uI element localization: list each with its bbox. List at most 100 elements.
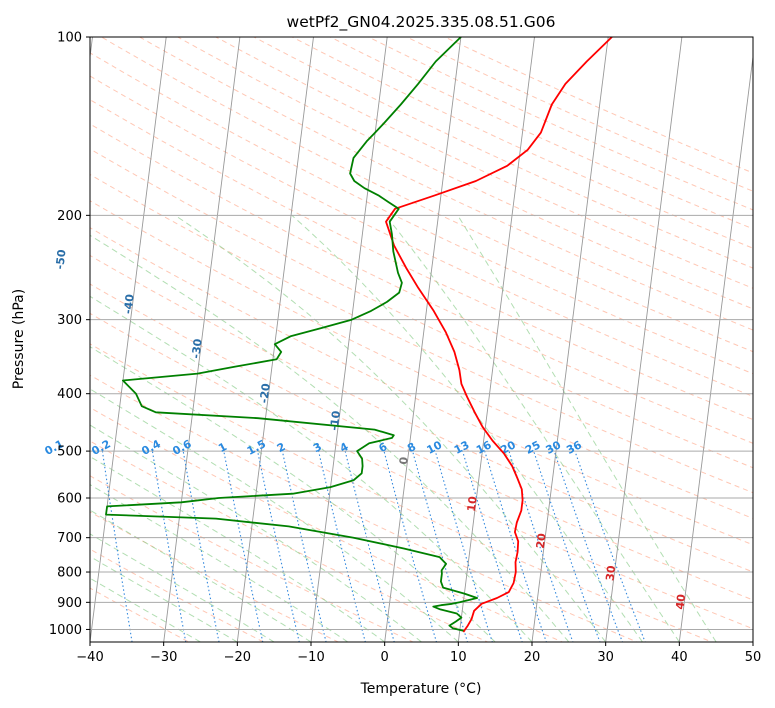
- moist-adiabat: [90, 509, 312, 642]
- y-tick-label: 300: [57, 313, 82, 328]
- isotherm-label: 40: [673, 593, 688, 610]
- moist-adiabat: [385, 214, 680, 642]
- y-tick-label: 900: [57, 596, 82, 611]
- mixing-ratio-line: [533, 450, 601, 642]
- y-axis-ticks: 100 200 300 400 500 600 700 800 900 1000: [49, 31, 90, 638]
- moist-adiabat: [90, 577, 201, 642]
- dry-adiabat: [90, 312, 753, 630]
- plot-frame: [89, 36, 754, 643]
- dry-adiabat: [291, 37, 753, 249]
- dry-adiabat: [90, 254, 753, 573]
- dry-adiabat: [368, 37, 753, 211]
- x-tick-label: −30: [150, 650, 177, 665]
- x-tick-label: 0: [381, 650, 389, 665]
- x-tick-label: 40: [671, 650, 688, 665]
- mixing-ratio-line: [344, 450, 395, 642]
- isotherm-label: 30: [603, 564, 618, 581]
- y-tick-label: 500: [57, 445, 82, 460]
- isotherm: [678, 53, 753, 642]
- mixing-ratio-line: [223, 450, 264, 642]
- mixing-ratio-label: 10: [425, 438, 445, 457]
- temperature-profile-line: [385, 37, 613, 633]
- x-tick-label: 30: [597, 650, 614, 665]
- isotherm-label: 10: [465, 495, 480, 512]
- x-tick-label: 20: [524, 650, 541, 665]
- mixing-ratio-label: 25: [523, 438, 543, 457]
- y-tick-label: 400: [57, 387, 82, 402]
- mixing-ratio-label: 36: [564, 438, 584, 457]
- mixing-ratio-label: 13: [452, 438, 472, 457]
- isotherm: [236, 37, 314, 642]
- dry-adiabat: [90, 200, 753, 520]
- moist-adiabat: [457, 215, 717, 642]
- x-tick-label: −20: [224, 650, 251, 665]
- y-tick-label: 1000: [49, 623, 82, 638]
- x-tick-label: −40: [76, 650, 103, 665]
- mixing-ratio-line: [412, 450, 469, 642]
- mixing-ratio-line: [553, 450, 623, 642]
- isotherm-label: -50: [53, 248, 68, 270]
- y-tick-label: 700: [57, 531, 82, 546]
- moist-adiabat: [90, 455, 385, 642]
- isotherm-label: 0: [397, 456, 411, 466]
- mixing-ratio-label: 16: [474, 438, 494, 457]
- mixing-ratio-line: [257, 450, 300, 642]
- x-tick-label: 10: [450, 650, 467, 665]
- isotherm: [310, 37, 388, 642]
- mixing-ratio-line: [574, 450, 646, 642]
- moist-adiabat: [90, 484, 349, 642]
- mixing-ratio-line: [182, 451, 220, 642]
- isotherm: [457, 37, 535, 642]
- dry-adiabat: [90, 374, 639, 642]
- mixing-ratio-line: [281, 450, 327, 642]
- x-tick-label: −10: [297, 650, 324, 665]
- isotherm-label: -10: [328, 410, 343, 432]
- pressure-grid: [90, 37, 753, 630]
- y-axis-label: Pressure (hPa): [11, 289, 27, 389]
- isotherm: [531, 37, 609, 642]
- mixing-ratio-label: 30: [544, 438, 564, 457]
- x-axis-label: Temperature (°C): [360, 681, 482, 697]
- profile-lines: [105, 37, 613, 633]
- dry-adiabat: [215, 37, 753, 289]
- isotherm: [605, 37, 683, 642]
- dry-adiabat: [90, 548, 265, 642]
- isotherm: [163, 37, 241, 642]
- moist-adiabat: [291, 214, 643, 642]
- moist-adiabat: [90, 346, 496, 642]
- dry-adiabat: [90, 75, 753, 397]
- mixing-ratio-line: [434, 450, 493, 642]
- mixing-ratio-line: [462, 450, 523, 642]
- isotherm-label: -30: [189, 338, 204, 360]
- moist-adiabat: [90, 555, 238, 642]
- x-axis-ticks: −40 −30 −20 −10 0 10 20 30 40 50: [76, 642, 761, 665]
- dry-adiabat: [101, 37, 753, 353]
- moist-adiabat: [90, 295, 533, 642]
- moist-adiabat: [90, 388, 459, 642]
- isotherm: [384, 37, 462, 642]
- isotherm-label: -40: [121, 293, 136, 315]
- x-tick-label: 50: [745, 650, 762, 665]
- y-tick-label: 100: [57, 31, 82, 46]
- dry-adiabat: [139, 37, 753, 331]
- moist-adiabat: [90, 424, 422, 642]
- isotherm-label: 20: [534, 532, 549, 549]
- dry-adiabat: [90, 123, 753, 444]
- dry-adiabat: [90, 99, 753, 421]
- dry-adiabat: [90, 343, 714, 642]
- isotherm: [90, 37, 167, 642]
- dry-adiabat: [90, 173, 753, 494]
- dry-adiabat: [90, 52, 753, 375]
- y-tick-label: 600: [57, 492, 82, 507]
- moist-adiabat: [174, 214, 607, 642]
- y-tick-label: 800: [57, 566, 82, 581]
- background-lines: [90, 37, 753, 642]
- dry-adiabat: [444, 37, 753, 174]
- dry-adiabat: [90, 283, 753, 601]
- isotherm-label: -20: [257, 382, 272, 404]
- chart-title: wetPf2_GN04.2025.335.08.51.G06: [287, 13, 556, 32]
- y-tick-label: 200: [57, 209, 82, 224]
- mixing-ratio-line: [318, 450, 366, 642]
- dewpoint-profile-line: [105, 37, 478, 632]
